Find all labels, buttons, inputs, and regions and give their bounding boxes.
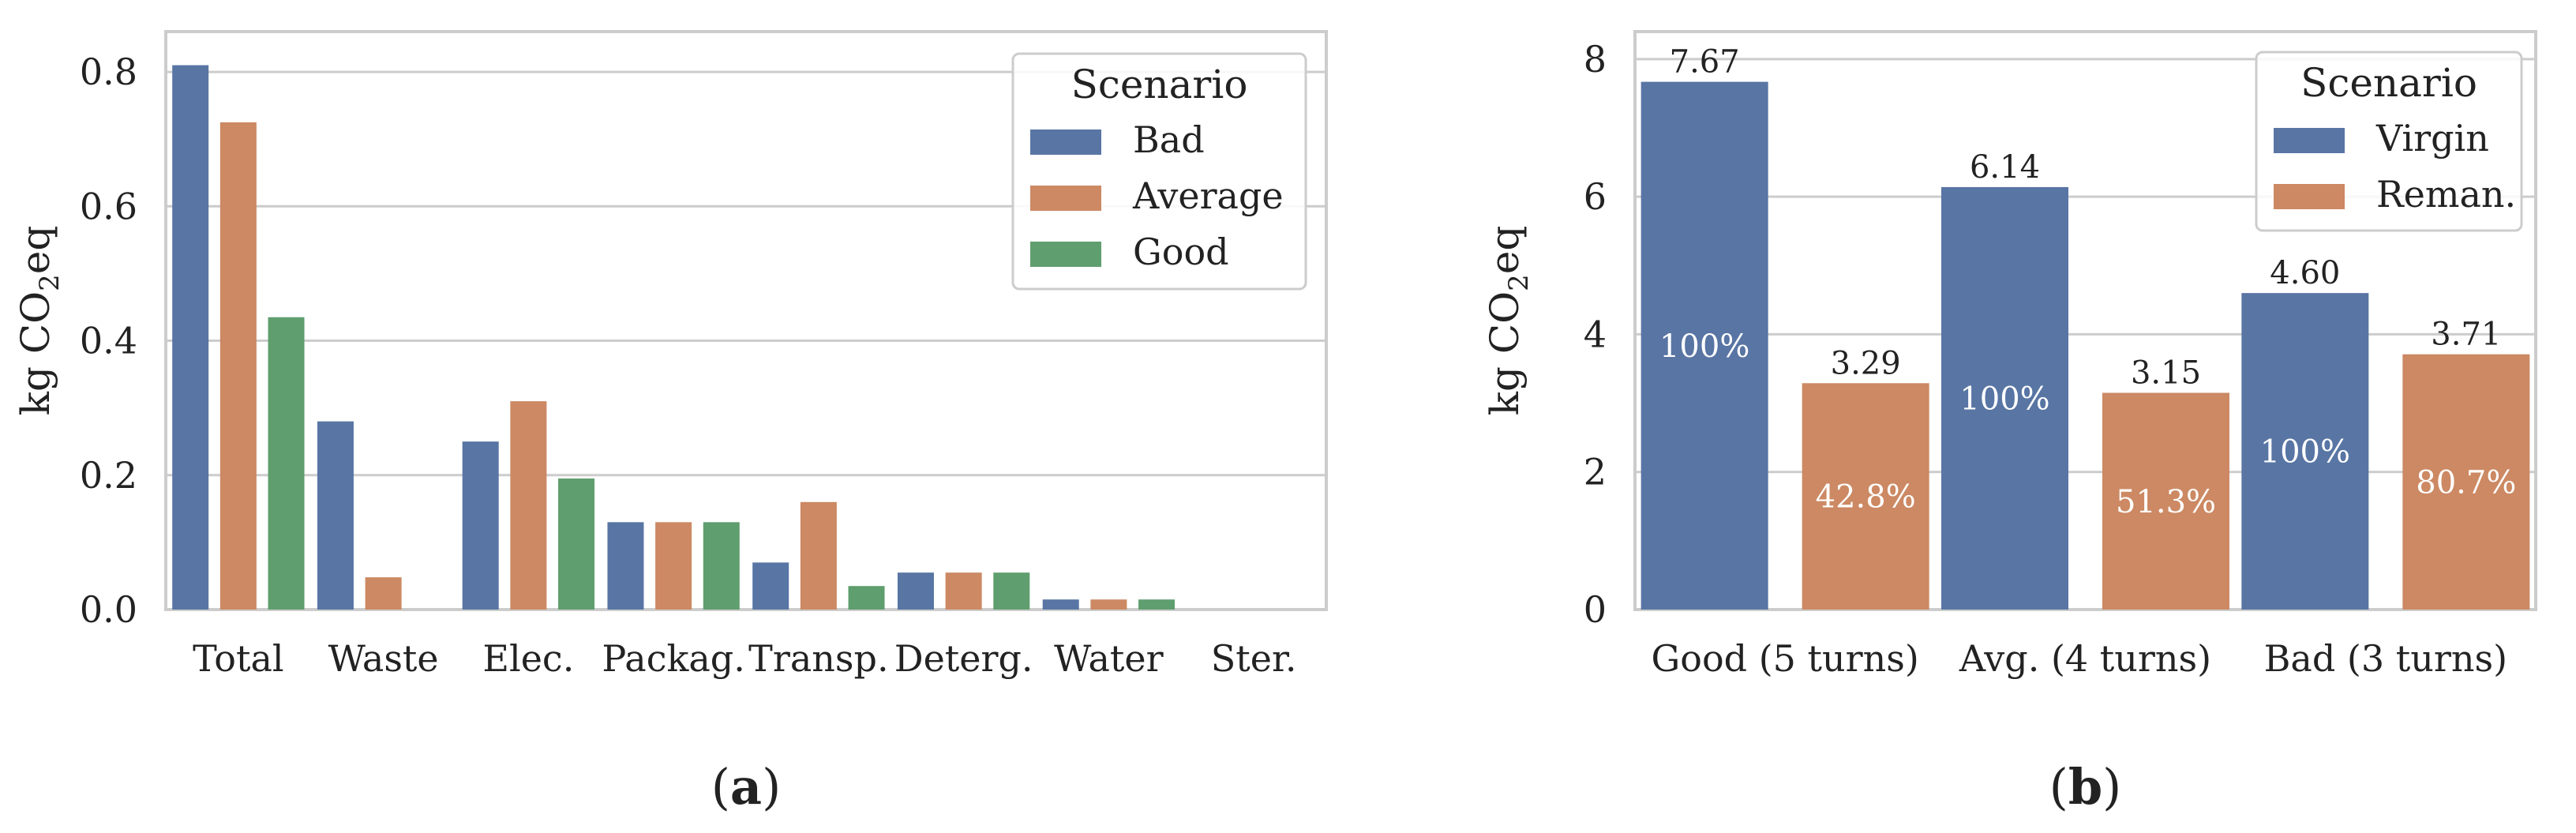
bar-average bbox=[510, 401, 547, 610]
bar-bad bbox=[317, 421, 354, 610]
bar-percent-label: 100% bbox=[1659, 328, 1749, 365]
bar-percent-label: 80.7% bbox=[2416, 464, 2516, 501]
legend-item-label: Reman. bbox=[2376, 173, 2516, 216]
plot-frame bbox=[164, 30, 1328, 611]
y-axis-label-main: kg CO bbox=[13, 291, 58, 415]
bar-percent-label: 51.3% bbox=[2116, 484, 2216, 520]
bar-average bbox=[945, 572, 982, 610]
legend-title: Scenario bbox=[2300, 60, 2477, 106]
legend-swatch bbox=[1030, 129, 1101, 155]
bar-virgin bbox=[1941, 186, 2068, 610]
y-tick-label: 0 bbox=[1584, 588, 1607, 631]
panel-sublabel: (a) bbox=[711, 758, 782, 816]
y-axis-label: kg CO2eq bbox=[13, 226, 66, 416]
legend-title: Scenario bbox=[1071, 62, 1248, 107]
bar-reman bbox=[1802, 383, 1929, 610]
bar-percent-label: 42.8% bbox=[1816, 479, 1916, 516]
legend: Scenario Virgin Reman. bbox=[2255, 51, 2523, 232]
bar-bad bbox=[897, 572, 934, 610]
bar-bad bbox=[752, 562, 789, 610]
bar-good bbox=[993, 572, 1030, 610]
y-axis-label: kg CO2eq bbox=[1482, 226, 1535, 416]
bar-good bbox=[703, 522, 740, 610]
bar-good bbox=[848, 586, 885, 610]
bar-value-label: 3.15 bbox=[2131, 355, 2201, 392]
legend-item-label: Good bbox=[1133, 231, 1229, 273]
y-tick-label: 6 bbox=[1584, 175, 1607, 218]
x-tick-label: Bad (3 turns) bbox=[2264, 637, 2507, 680]
y-tick-label: 0.0 bbox=[80, 588, 137, 631]
legend-item-label: Average bbox=[1132, 174, 1284, 217]
legend-swatch bbox=[2274, 184, 2345, 209]
y-tick-label: 8 bbox=[1584, 38, 1607, 81]
x-tick-label: Transp. bbox=[748, 637, 888, 680]
x-tick-label: Total bbox=[193, 637, 283, 680]
bar-average bbox=[1090, 599, 1127, 610]
y-axis-label-main: kg CO bbox=[1482, 291, 1528, 415]
legend-swatch bbox=[2274, 128, 2345, 153]
legend-swatch bbox=[1030, 242, 1101, 267]
bar-value-label: 6.14 bbox=[1970, 149, 2040, 186]
x-tick-label: Packag. bbox=[602, 637, 744, 680]
bar-average bbox=[365, 577, 402, 610]
y-axis-label-tail: eq bbox=[13, 226, 58, 275]
bar-good bbox=[268, 317, 305, 610]
y-axis-label-sub: 2 bbox=[34, 274, 66, 291]
x-tick-label: Avg. (4 turns) bbox=[1959, 637, 2211, 680]
panel-sublabel-open: ( bbox=[2049, 758, 2068, 816]
bar-value-label: 4.60 bbox=[2270, 255, 2340, 291]
panel-sublabel-letter: a bbox=[730, 758, 762, 816]
plot-frame bbox=[1633, 30, 2537, 611]
panel-sublabel-close: ) bbox=[762, 758, 781, 816]
bar-average bbox=[219, 122, 257, 610]
y-tick-label: 0.6 bbox=[80, 185, 137, 227]
x-tick-label: Water bbox=[1054, 637, 1163, 680]
bar-reman bbox=[2402, 354, 2530, 610]
panel-sublabel: (b) bbox=[2049, 758, 2122, 816]
chart-panel-a: 0.0 0.2 0.4 0.6 0.8 kg CO2eq Total Waste Elec. Pa… bbox=[13, 30, 1328, 816]
y-tick-label: 4 bbox=[1584, 313, 1607, 355]
legend-box bbox=[1011, 52, 1307, 291]
bar-virgin bbox=[2241, 293, 2369, 610]
y-axis-label-tail: eq bbox=[1482, 226, 1528, 275]
bar-value-label: 7.67 bbox=[1670, 44, 1740, 81]
y-tick-label: 2 bbox=[1584, 451, 1607, 493]
bar-value-label: 3.29 bbox=[1831, 345, 1901, 381]
x-tick-label: Elec. bbox=[482, 637, 574, 680]
legend-swatch bbox=[1030, 186, 1101, 211]
bar-good bbox=[1138, 599, 1176, 610]
y-tick-label: 0.2 bbox=[80, 454, 137, 497]
bar-percent-label: 100% bbox=[1959, 381, 2049, 417]
bar-average bbox=[800, 501, 837, 610]
bar-virgin bbox=[1640, 81, 1768, 610]
panel-sublabel-open: ( bbox=[711, 758, 730, 816]
bar-good bbox=[558, 478, 595, 610]
bar-bad bbox=[172, 65, 209, 610]
y-tick-label: 0.4 bbox=[80, 320, 137, 362]
legend-item-label: Bad bbox=[1133, 118, 1205, 161]
bar-bad bbox=[1042, 599, 1079, 610]
x-tick-label: Ster. bbox=[1211, 637, 1297, 680]
panel-sublabel-close: ) bbox=[2102, 758, 2121, 816]
bar-percent-label: 100% bbox=[2260, 434, 2350, 471]
x-tick-label: Good (5 turns) bbox=[1652, 637, 1919, 680]
bar-bad bbox=[607, 522, 644, 610]
panel-sublabel-letter: b bbox=[2068, 758, 2102, 816]
x-tick-label: Deterg. bbox=[894, 637, 1033, 680]
legend: Scenario Bad Average Good bbox=[1011, 52, 1307, 291]
x-tick-label: Waste bbox=[328, 637, 439, 680]
bar-average bbox=[655, 522, 692, 610]
bar-value-label: 3.71 bbox=[2431, 317, 2501, 353]
bar-bad bbox=[462, 441, 499, 610]
legend-item-label: Virgin bbox=[2375, 117, 2489, 159]
bar-reman bbox=[2102, 392, 2229, 610]
y-axis-label-sub: 2 bbox=[1503, 274, 1535, 291]
y-tick-label: 0.8 bbox=[80, 51, 137, 93]
